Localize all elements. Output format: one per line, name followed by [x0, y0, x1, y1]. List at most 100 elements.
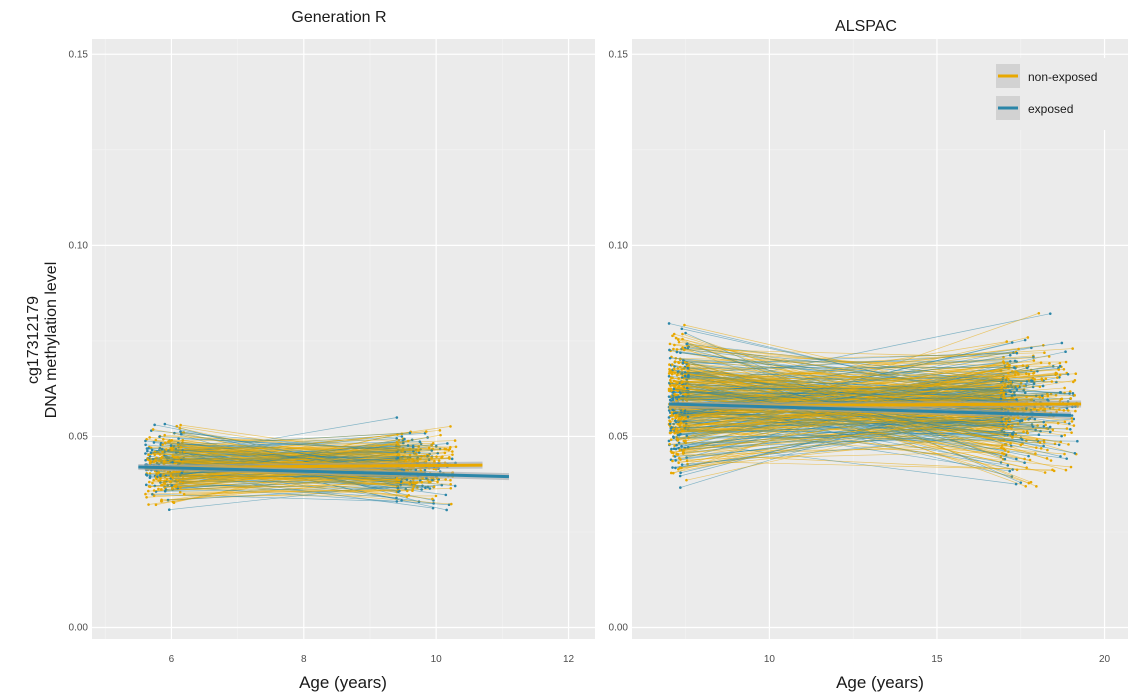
subject-point — [1026, 336, 1030, 339]
subject-line — [678, 342, 1062, 398]
grid-alspac — [632, 39, 1128, 639]
subject-point — [672, 367, 676, 371]
subject-point — [1070, 417, 1074, 420]
subject-point — [667, 374, 671, 378]
subject-point — [674, 411, 677, 415]
subject-point — [444, 478, 447, 481]
subject-point — [440, 483, 444, 487]
subject-point — [667, 409, 671, 412]
subject-point — [686, 366, 690, 370]
subject-point — [438, 429, 442, 432]
subject-point — [685, 342, 689, 345]
subject-line — [682, 356, 1050, 383]
subject-point — [146, 449, 149, 453]
subject-line — [671, 377, 1037, 449]
subject-point — [165, 448, 168, 451]
subject-point — [671, 466, 674, 469]
subject-point — [453, 439, 457, 442]
subject-point — [1043, 351, 1046, 355]
subject-point — [1023, 338, 1027, 342]
subject-point — [153, 453, 157, 457]
subject-point — [1025, 380, 1029, 383]
subject-point — [680, 444, 683, 448]
subject-point — [144, 473, 148, 476]
subject-point — [437, 459, 441, 462]
subject-point — [1017, 373, 1020, 376]
subject-point — [396, 456, 400, 460]
subject-point — [667, 416, 671, 419]
subject-point — [170, 448, 174, 452]
y-tick-label: 0.15 — [69, 49, 89, 60]
subject-line — [682, 377, 1001, 400]
panel-title-alspac: ALSPAC — [835, 18, 897, 35]
subject-point — [678, 474, 682, 478]
subject-point — [1019, 481, 1023, 484]
subject-point — [405, 495, 409, 498]
subject-point — [439, 433, 442, 437]
subject-point — [453, 484, 457, 488]
subject-point — [677, 340, 681, 344]
y-tick-label: 0.10 — [609, 240, 629, 251]
trend-line — [138, 465, 509, 479]
subject-line — [677, 399, 1048, 404]
subject-point — [407, 493, 411, 497]
subject-point — [1041, 384, 1045, 388]
subject-point — [677, 361, 681, 365]
subject-line — [158, 472, 407, 497]
subject-point — [675, 348, 679, 351]
subject-point — [1008, 353, 1012, 357]
subject-point — [1032, 359, 1036, 362]
subject-point — [1064, 468, 1068, 472]
subject-point — [417, 451, 421, 454]
subject-point — [670, 413, 674, 417]
subject-point — [1032, 382, 1036, 385]
subject-point — [1055, 372, 1059, 375]
subject-line — [183, 482, 452, 505]
subject-point — [1006, 433, 1009, 437]
subject-point — [669, 438, 673, 441]
subject-point — [427, 446, 431, 450]
subject-point — [1073, 451, 1077, 455]
subject-point — [447, 448, 451, 452]
subject-point — [432, 485, 436, 488]
subject-point — [395, 477, 399, 480]
subject-point — [1048, 362, 1051, 365]
subject-point — [670, 411, 674, 414]
subject-point — [1027, 454, 1030, 458]
subject-point — [145, 495, 148, 499]
subject-point — [685, 478, 688, 482]
subject-point — [1057, 443, 1061, 447]
subject-point — [163, 433, 166, 437]
subject-point — [677, 467, 680, 471]
subject-point — [418, 440, 422, 444]
subject-point — [680, 327, 684, 331]
x-tick-labels-alspac: 10 15 20 — [764, 654, 1111, 665]
subject-point — [1039, 447, 1043, 450]
y-tick-labels-alspac: 0.00 0.05 0.10 0.15 — [609, 49, 629, 633]
subject-point — [1070, 431, 1073, 434]
subject-point — [1034, 446, 1038, 449]
subject-point — [670, 363, 674, 366]
x-tick-label: 20 — [1099, 654, 1111, 665]
subject-point — [681, 332, 684, 336]
subject-point — [449, 425, 452, 428]
subject-point — [152, 460, 156, 464]
legend-item-exposed: exposed — [996, 96, 1073, 120]
panel-title-generation-r: Generation R — [291, 9, 386, 26]
subject-point — [399, 480, 403, 483]
subject-point — [1007, 377, 1010, 381]
subject-point — [1060, 397, 1064, 401]
subject-point — [434, 444, 438, 448]
subject-point — [667, 372, 671, 375]
subject-point — [1069, 427, 1072, 431]
subject-line — [675, 420, 1033, 427]
subject-point — [670, 426, 673, 429]
subject-line — [688, 416, 1008, 426]
subject-point — [169, 444, 173, 447]
subject-point — [685, 386, 689, 390]
subject-point — [152, 478, 155, 482]
subject-point — [679, 471, 682, 475]
subject-point — [1039, 361, 1043, 364]
subject-line — [669, 343, 1043, 381]
subject-line — [682, 374, 1016, 418]
